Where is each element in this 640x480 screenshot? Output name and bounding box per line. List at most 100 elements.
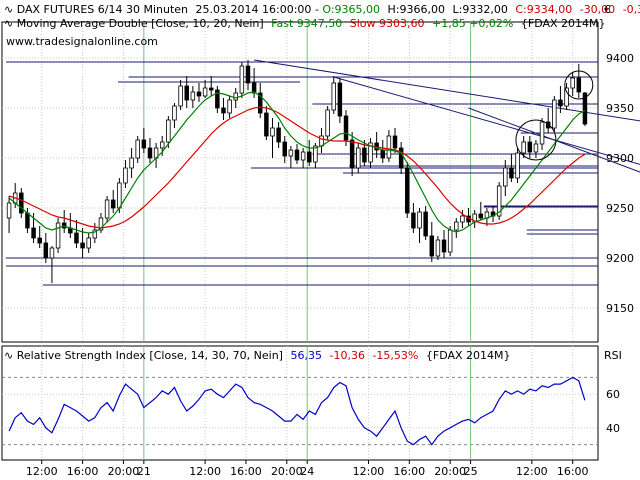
axis-labels: 9400 9350 9300 9250 9200 9150 60 40 12:00 16:00 20… bbox=[26, 52, 634, 478]
circle-annotation bbox=[515, 119, 557, 161]
ma-slow: Slow 9303,60 bbox=[350, 17, 425, 30]
candle-body bbox=[478, 213, 484, 219]
currency-label: € bbox=[604, 3, 611, 16]
candle-body bbox=[190, 91, 196, 101]
candle-body bbox=[43, 242, 49, 259]
candle-body bbox=[545, 121, 551, 129]
x-tick-label: 12:00 bbox=[353, 465, 385, 478]
candle-body bbox=[435, 239, 441, 257]
x-tick-label: 16:00 bbox=[393, 465, 425, 478]
candle-body bbox=[110, 199, 116, 209]
candle-body bbox=[184, 85, 189, 101]
candle-body bbox=[349, 139, 355, 169]
candle-body bbox=[74, 232, 79, 244]
x-tick-label: 24 bbox=[300, 465, 314, 478]
price-tick-label: 9200 bbox=[606, 252, 634, 265]
candle-body bbox=[178, 85, 183, 107]
x-tick-label: 12:00 bbox=[26, 465, 58, 478]
candle-body bbox=[208, 87, 214, 91]
candle-body bbox=[92, 229, 98, 239]
candle-body bbox=[441, 239, 447, 253]
candle-body bbox=[515, 152, 520, 179]
candle-body bbox=[25, 212, 30, 229]
x-tick-label: 20:00 bbox=[108, 465, 140, 478]
candle-body bbox=[117, 182, 122, 209]
rsi-tick-label: 40 bbox=[606, 422, 620, 435]
candle-series bbox=[6, 60, 588, 283]
candle-body bbox=[429, 235, 435, 257]
candle-body bbox=[282, 141, 287, 157]
candle-body bbox=[398, 147, 404, 169]
candle-body bbox=[294, 149, 300, 161]
price-tick-label: 9300 bbox=[606, 152, 634, 165]
candle-body bbox=[521, 141, 526, 154]
change-pct: -0,32% bbox=[623, 3, 640, 16]
close-value: C:9334,00 bbox=[515, 3, 572, 16]
circle-annotation bbox=[564, 70, 594, 100]
candle-body bbox=[98, 217, 104, 231]
candle-body bbox=[362, 147, 367, 163]
price-tick-label: 9250 bbox=[606, 202, 634, 215]
candle-body bbox=[251, 82, 257, 94]
x-tick-label: 16:00 bbox=[557, 465, 589, 478]
candle-body bbox=[313, 145, 318, 163]
ma-slow-line bbox=[8, 106, 586, 229]
candle-body bbox=[245, 65, 251, 84]
candle-body bbox=[533, 143, 539, 153]
candle-body bbox=[368, 142, 373, 163]
header-line-2: ∿ Moving Average Double [Close, 10, 20, … bbox=[4, 17, 606, 30]
candle-body bbox=[129, 157, 134, 169]
x-tick-label: 12:00 bbox=[189, 465, 221, 478]
x-tick-label: 12:00 bbox=[516, 465, 548, 478]
ma-icon: ∿ bbox=[4, 17, 17, 30]
candle-body bbox=[86, 237, 91, 249]
rsi-value: 56,35 bbox=[290, 349, 322, 362]
x-tick-label: 21 bbox=[137, 465, 151, 478]
rsi-header: ∿ Relative Strength Index [Close, 14, 30… bbox=[4, 349, 511, 362]
moving-averages bbox=[8, 91, 586, 234]
candle-body bbox=[417, 211, 422, 229]
candle-body bbox=[141, 139, 147, 149]
candle-body bbox=[411, 212, 416, 229]
high-value: H:9366,00 bbox=[388, 3, 445, 16]
rsi-panel[interactable] bbox=[1, 345, 599, 461]
low-value: L:9332,00 bbox=[453, 3, 508, 16]
candle-body bbox=[539, 121, 545, 145]
candle-body bbox=[582, 92, 588, 125]
x-tick-label: 16:00 bbox=[230, 465, 262, 478]
symbol-label: DAX FUTURES 6/14 30 Minuten bbox=[17, 3, 188, 16]
price-panel[interactable] bbox=[1, 21, 599, 343]
sep-1: - bbox=[315, 3, 322, 16]
change-value: -30,00 bbox=[580, 3, 615, 16]
price-tick-label: 9150 bbox=[606, 302, 634, 315]
timestamp: 25.03.2014 16:00:00 bbox=[196, 3, 312, 16]
ma-contract: {FDAX 2014M} bbox=[521, 17, 606, 30]
candle-body bbox=[166, 119, 171, 143]
candle-body bbox=[147, 147, 153, 159]
ma-label: Moving Average Double [Close, 10, 20, Ne… bbox=[17, 17, 264, 30]
candle-body bbox=[55, 222, 61, 249]
candle-body bbox=[19, 192, 24, 214]
open-value: O:9365,00 bbox=[322, 3, 380, 16]
candle-body bbox=[570, 77, 575, 89]
candle-body bbox=[331, 82, 336, 111]
candle-body bbox=[159, 141, 165, 149]
candle-body bbox=[239, 65, 245, 94]
candle-body bbox=[264, 112, 269, 137]
rsi-contract: {FDAX 2014M} bbox=[426, 349, 511, 362]
candle-body bbox=[447, 229, 453, 253]
x-tick-label: 16:00 bbox=[67, 465, 99, 478]
header-line-1: ∿ DAX FUTURES 6/14 30 Minuten 25.03.2014… bbox=[4, 3, 640, 16]
candle-body bbox=[558, 99, 563, 107]
trend-line bbox=[333, 76, 640, 165]
candle-body bbox=[356, 147, 361, 169]
rsi-icon: ∿ bbox=[4, 349, 17, 362]
candle-body bbox=[233, 92, 238, 101]
candle-body bbox=[343, 115, 349, 141]
candle-body bbox=[576, 77, 582, 93]
candle-body bbox=[503, 167, 508, 187]
rsi-tick-label: 60 bbox=[606, 388, 620, 401]
ma-fast-line bbox=[8, 91, 586, 234]
candle-body bbox=[202, 87, 208, 97]
